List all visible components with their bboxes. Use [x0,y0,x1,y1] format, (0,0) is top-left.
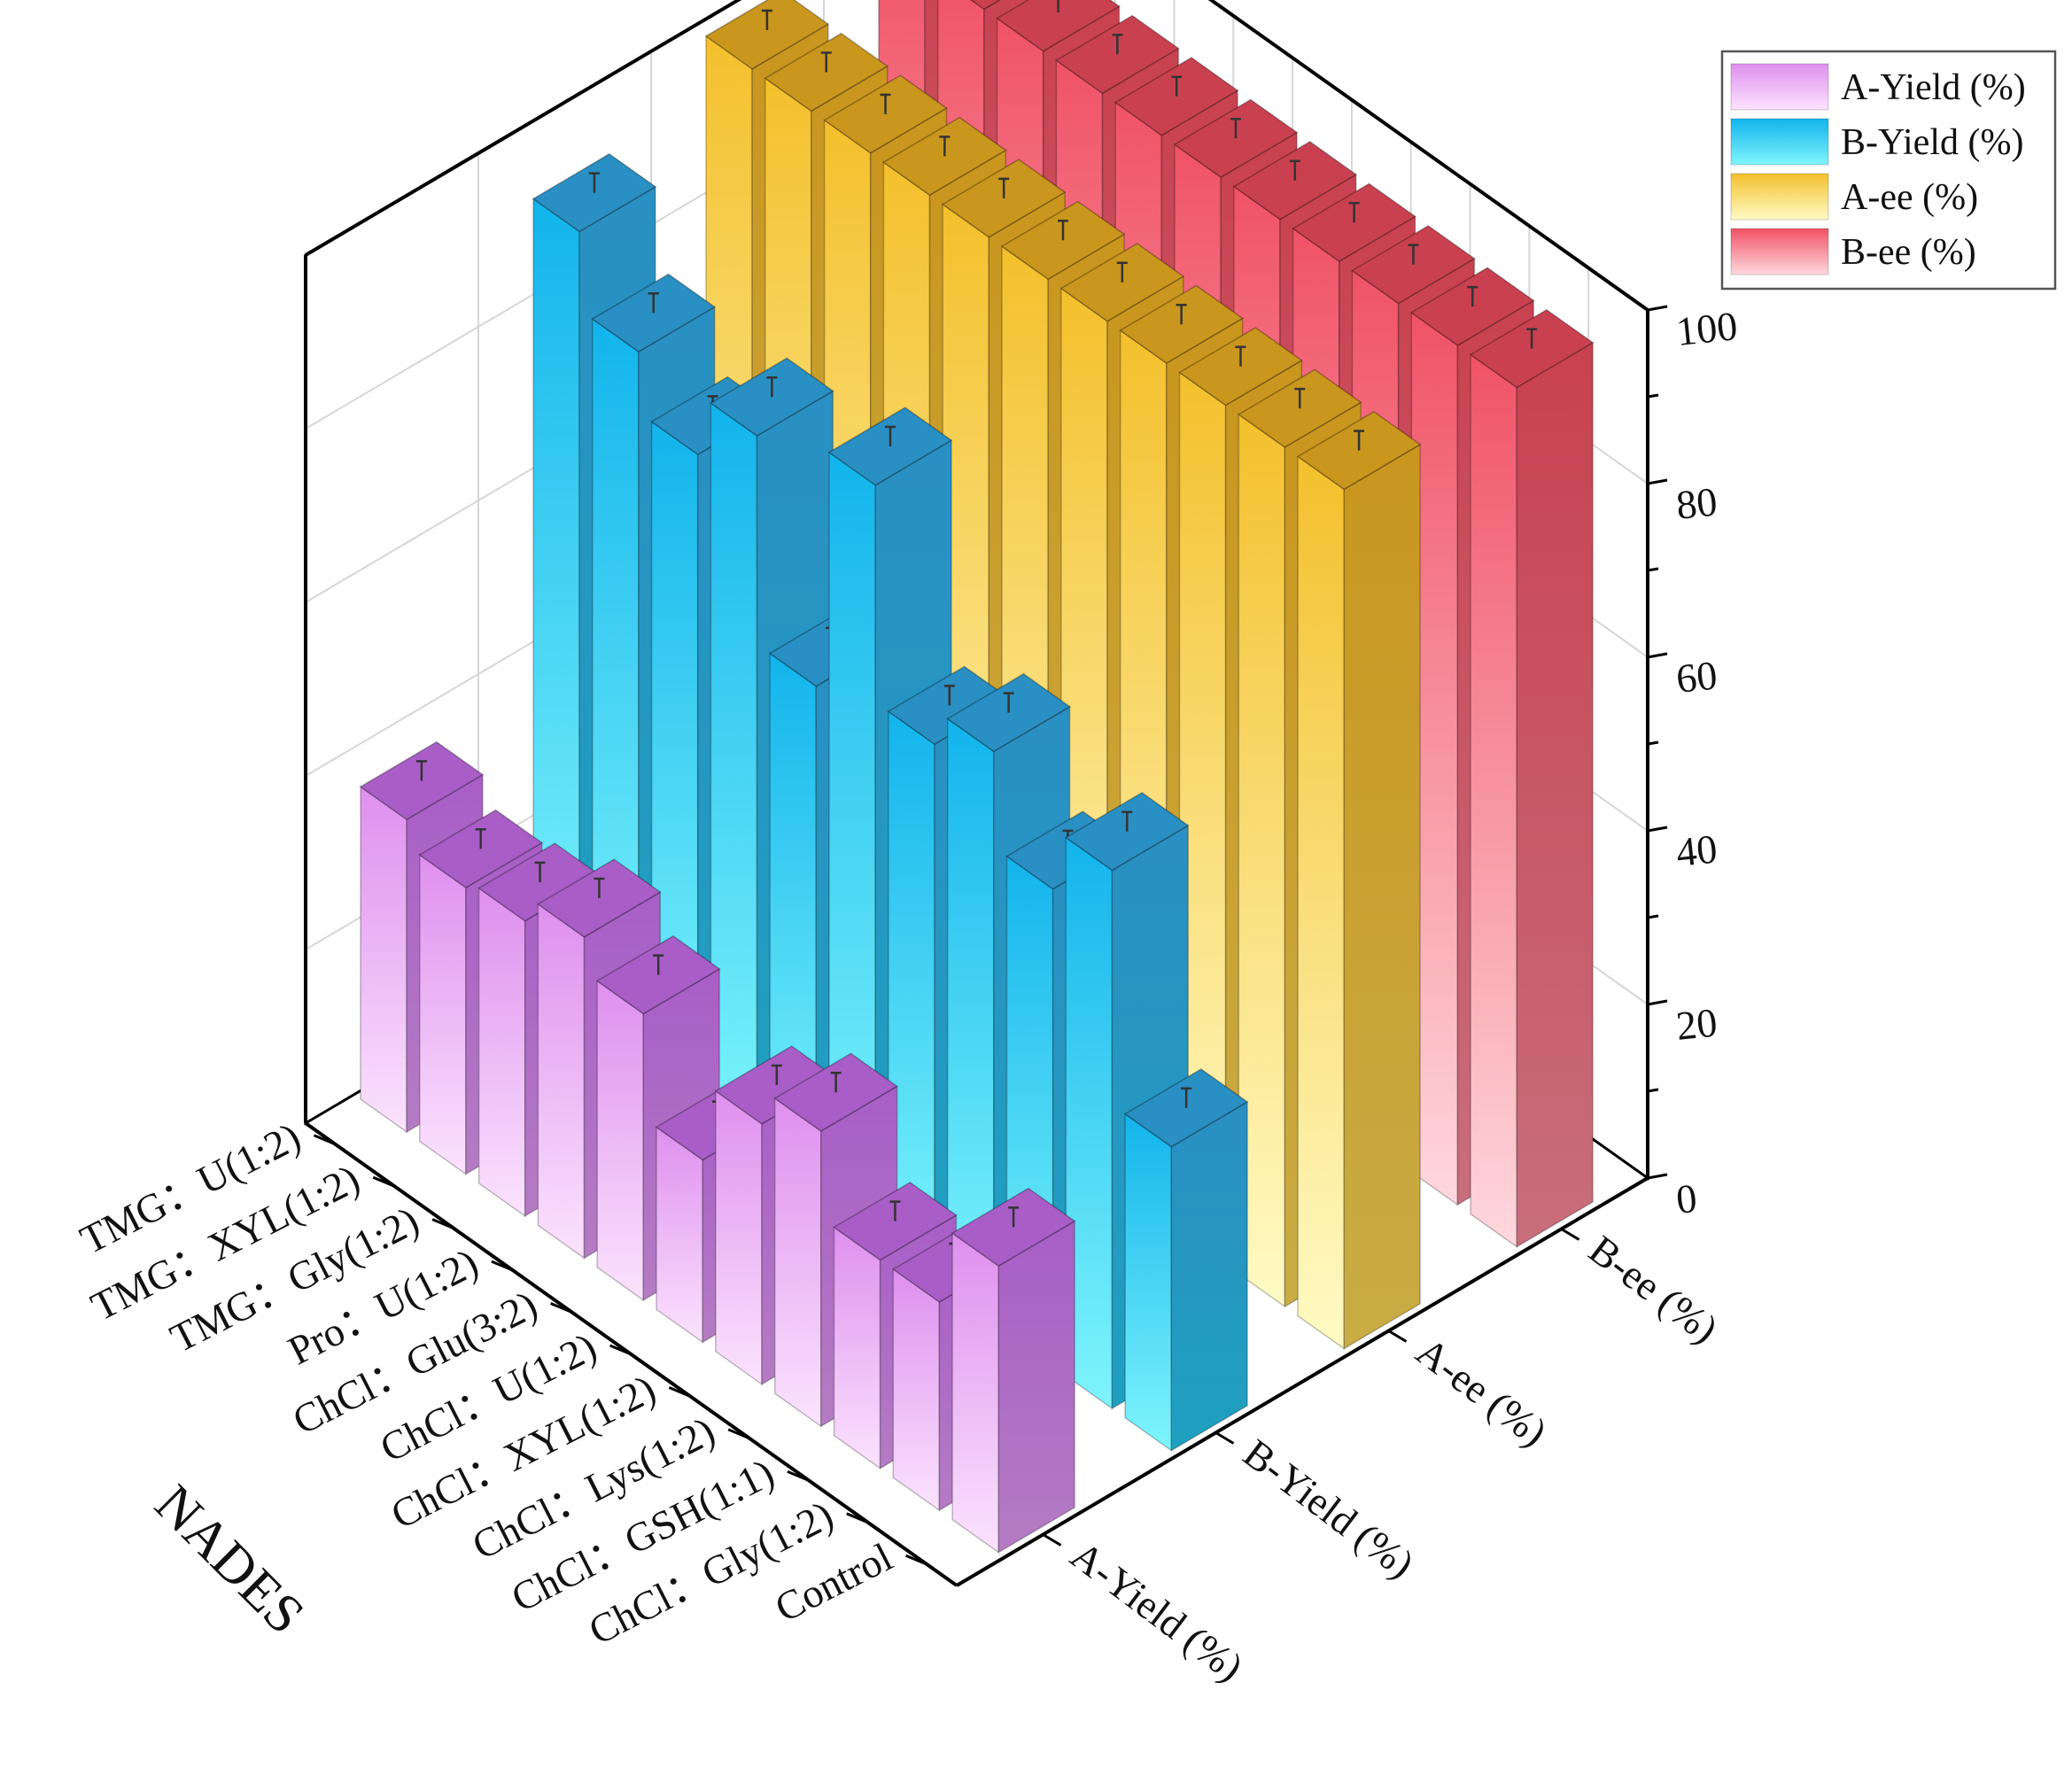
bar-top [996,0,1121,52]
z-tick [1647,1173,1668,1180]
category-tick [313,1134,336,1146]
z-minor-tick [1647,914,1659,919]
bar-front [773,1097,822,1428]
z-tick-label: 60 [1674,652,1719,702]
z-tick [1647,305,1668,312]
z-tick [1647,478,1668,485]
category-tick [846,1512,869,1524]
bar-top [595,934,721,1015]
bar-top [764,32,889,112]
bar-top [418,809,544,888]
wall-top-edge [1207,0,1649,312]
bar-top [970,0,1001,11]
bar-front [477,887,526,1218]
bar-top [882,116,1007,197]
axes [304,0,1668,1587]
bar-top [1055,14,1180,95]
series-tick [1560,1228,1580,1241]
legend-swatch [1730,118,1829,166]
series-tick-label: B-ee (%) [1580,1227,1726,1352]
bar-top [827,407,953,486]
wall-top-edge [304,0,742,257]
series-tick-label: B-Yield (%) [1235,1430,1422,1587]
bar-top [941,159,1067,238]
bars [359,0,1595,1555]
series-tick [1214,1431,1235,1445]
bar-front [1124,1113,1173,1453]
z-minor-tick [1647,393,1659,399]
bar-top [1178,327,1303,407]
bar-front [951,1231,1000,1555]
bar-side [997,1220,1075,1554]
bar-side [1170,1100,1248,1452]
category-tick [609,1344,632,1356]
bar [1123,1068,1249,1453]
z-tick-label: 40 [1674,826,1719,875]
z-tick-label: 0 [1674,1175,1699,1222]
series-axis-line [955,1176,1649,1587]
category-tick [372,1175,395,1188]
bar [1469,308,1595,1249]
bar-front [656,1126,703,1344]
series-tick-label: A-Yield (%) [1062,1532,1251,1690]
bar-top [1123,1068,1249,1148]
category-tick [550,1302,573,1314]
bar-top [704,0,830,70]
bar [1296,410,1422,1351]
z-tick [1647,652,1668,659]
category-tick [787,1469,810,1482]
series-tick [1387,1330,1408,1343]
bar-front [1297,454,1346,1351]
x-axis-title: NADES [144,1474,315,1646]
bar-top [1351,225,1476,305]
bar-front [715,1089,763,1386]
z-minor-tick [1647,740,1659,746]
bar-front [419,853,467,1175]
z-tick [1647,826,1668,833]
z-tick-label: 100 [1674,303,1740,354]
bar-side [1516,341,1594,1248]
bar-top [591,273,717,353]
category-tick [905,1554,928,1566]
bar-top [951,1187,1076,1268]
bar-top [710,357,834,437]
legend-label: A-ee (%) [1841,177,1978,218]
legend-label: B-Yield (%) [1841,122,2023,163]
category-tick [491,1260,514,1272]
z-tick [1647,999,1668,1006]
bar [951,1187,1076,1555]
legend-label: B-ee (%) [1841,232,1976,273]
legend-swatch [1730,173,1829,221]
bar-top [1114,57,1239,136]
bar-front [833,1226,881,1470]
category-tick [431,1218,454,1230]
legend: A-Yield (%) B-Yield (%) A-ee (%) B-ee (%) [1720,50,2057,291]
z-minor-tick [1647,1088,1659,1093]
series-tick [1042,1533,1062,1547]
legend-label: A-Yield (%) [1841,67,2026,108]
z-minor-tick [1647,567,1659,572]
series-tick-label: A-ee (%) [1408,1329,1555,1455]
bar-front [892,1268,941,1512]
bar-side [1343,443,1421,1350]
bar-top [1296,410,1422,491]
bar-front [596,979,645,1302]
bar-top [537,858,662,938]
category-tick [727,1428,750,1440]
bar-top [833,1182,958,1261]
bar-front [1470,353,1518,1249]
category-tick [668,1386,691,1398]
z-tick-label: 80 [1674,478,1719,528]
legend-swatch [1730,228,1829,275]
legend-swatch [1730,63,1829,111]
bar-front [360,785,407,1134]
bar-top [1469,308,1595,389]
z-tick-label: 20 [1674,999,1719,1049]
bar-front [537,903,586,1260]
